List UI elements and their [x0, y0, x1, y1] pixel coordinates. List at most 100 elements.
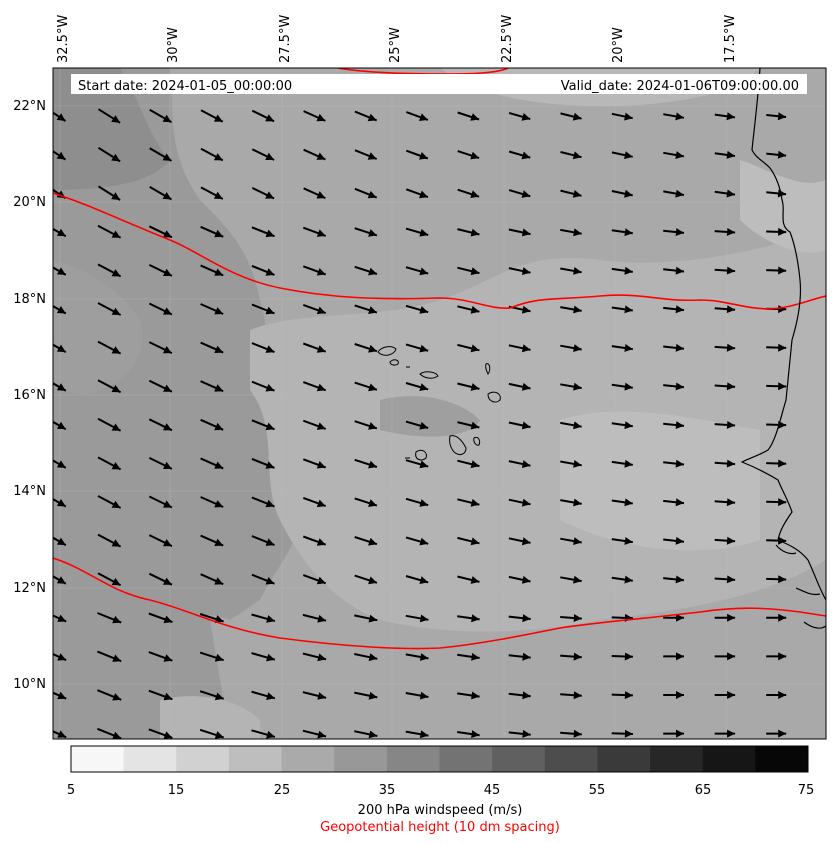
wind-arrow-head — [214, 268, 224, 276]
colorbar-segment — [123, 746, 177, 772]
wind-arrow-head — [111, 269, 121, 277]
wind-arrow-head — [572, 190, 582, 198]
island-sal — [485, 363, 491, 375]
wind-arrow-head — [777, 150, 787, 159]
wind-arrow-head — [316, 345, 326, 353]
colorbar-segment — [228, 746, 283, 772]
wind-arrow-head — [419, 691, 429, 700]
wind-arrow-head — [57, 653, 67, 661]
lon-label: 17.5°W — [723, 15, 738, 63]
wind-arrow-head — [573, 575, 582, 584]
wind-arrow-head — [573, 614, 582, 622]
wind-arrow-head — [419, 730, 429, 739]
wind-arrow-head — [624, 729, 633, 738]
colorbar-sublabel: Geopotential height (10 dm spacing) — [320, 820, 560, 835]
wind-arrow-head — [316, 229, 326, 237]
wind-arrow-head — [317, 614, 327, 623]
wind-arrow-head — [111, 192, 121, 200]
colorbar-frame — [70, 745, 809, 773]
geopotential-contours — [53, 68, 826, 650]
wind-arrow-head — [163, 346, 172, 354]
wind-arrow-head — [521, 113, 531, 121]
wind-arrow-head — [675, 575, 684, 584]
wind-arrow-head — [316, 576, 326, 585]
wind-arrow-head — [214, 653, 224, 662]
wind-arrow-head — [214, 384, 224, 392]
wind-arrow-head — [778, 420, 787, 429]
wind-arrow-head — [624, 189, 633, 198]
wind-arrow-head — [317, 730, 327, 739]
wind-arrow-head — [726, 266, 736, 275]
wind-arrow-head — [111, 539, 121, 547]
lat-label: 10°N — [13, 677, 46, 692]
lon-label: 32.5°W — [56, 15, 71, 63]
wind-arrow-head — [727, 729, 736, 738]
wind-arrow-head — [111, 346, 121, 354]
wind-arrow-head — [368, 614, 378, 623]
wind-arrow-head — [368, 229, 377, 237]
colorbar-tick-label: 15 — [168, 783, 185, 798]
valid-date-text: Valid_date: 2024-01-06T09:00:00.00 — [561, 79, 799, 94]
colorbar-label: 200 hPa windspeed (m/s) — [358, 803, 523, 818]
wind-arrow-head — [368, 730, 378, 739]
wind-arrow-head — [111, 500, 121, 508]
wind-arrow-head — [163, 461, 172, 469]
wind-arrow-head — [163, 692, 173, 701]
wind-arrow-head — [778, 729, 787, 738]
wind-arrow-head — [521, 382, 531, 391]
wind-arrow-head — [265, 306, 275, 315]
wind-arrow-head — [214, 422, 224, 431]
wind-arrow-head — [163, 731, 173, 739]
wind-arrow-head — [56, 344, 66, 353]
wind-arrow-head — [471, 652, 480, 661]
wind-arrow-head — [162, 114, 172, 123]
island-santo-antao — [377, 346, 397, 356]
wind-arrow-head — [726, 305, 736, 314]
wind-arrow-head — [726, 575, 736, 584]
coastline — [740, 68, 826, 629]
wind-arrow-head — [213, 114, 223, 122]
wind-arrow-head — [572, 112, 582, 121]
wind-arrow-head — [624, 266, 633, 275]
island-sao-nicolau — [419, 371, 439, 379]
wind-arrow-head — [214, 345, 224, 353]
lon-label: 25°W — [388, 27, 403, 63]
wind-arrow-head — [726, 189, 735, 198]
wind-arrow-head — [521, 151, 531, 160]
wind-arrow-head — [726, 112, 735, 121]
wind-arrow-head — [316, 461, 326, 469]
wind-arrow-head — [419, 228, 429, 237]
wind-arrow-head — [624, 228, 633, 237]
wind-arrow-head — [316, 152, 326, 160]
wind-arrow-head — [470, 228, 480, 237]
wind-arrow-head — [778, 227, 787, 236]
wind-arrow-head — [214, 229, 224, 238]
wind-arrow-head — [368, 653, 378, 662]
wind-arrow-head — [624, 575, 633, 584]
wind-arrow-head — [676, 691, 684, 699]
wind-arrow-head — [521, 575, 531, 584]
wind-arrow-head — [624, 305, 633, 314]
lon-label: 27.5°W — [278, 15, 293, 63]
wind-arrow-head — [367, 190, 377, 199]
wind-arrow-head — [163, 654, 173, 662]
wind-arrow-head — [624, 691, 633, 700]
wind-arrow-head — [573, 460, 582, 468]
wind-arrow-head — [470, 383, 480, 391]
wind-arrow-head — [522, 691, 531, 700]
wind-arrow-head — [726, 343, 736, 352]
wind-arrow-head — [56, 499, 66, 507]
lat-label: 12°N — [13, 581, 46, 596]
wind-arrow-head — [214, 731, 224, 739]
wind-arrow-head — [162, 192, 172, 200]
wind-arrow-head — [624, 459, 633, 468]
colorbar-segment — [544, 746, 598, 772]
wind-arrow-head — [573, 305, 582, 314]
wind-arrow-head — [214, 692, 224, 701]
wind-arrow-head — [213, 153, 223, 161]
lat-label: 22°N — [13, 99, 46, 114]
wind-arrow-head — [470, 421, 480, 430]
colorbar-segment — [597, 746, 651, 772]
wind-arrow-head — [111, 577, 121, 586]
wind-arrow-head — [419, 653, 429, 661]
